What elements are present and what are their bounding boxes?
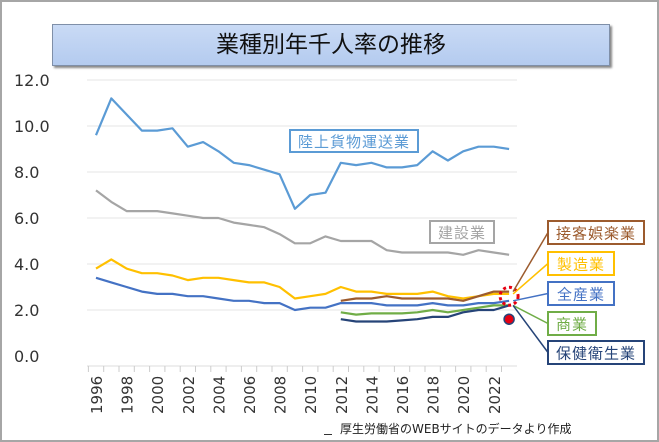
series-label: 建設業 bbox=[438, 224, 486, 242]
x-tick-label: 2002 bbox=[180, 376, 198, 414]
series-label-box bbox=[289, 129, 419, 153]
series-line-接客娯楽業 bbox=[340, 290, 510, 302]
x-tick-label: 2006 bbox=[241, 376, 259, 414]
y-tick-label: 10.0 bbox=[14, 117, 50, 136]
y-tick-label: 0.0 bbox=[14, 347, 39, 366]
x-tick-label: 1998 bbox=[119, 376, 137, 414]
series-label-box bbox=[429, 220, 495, 244]
x-tick-label: 2014 bbox=[363, 376, 381, 414]
leader-line bbox=[512, 304, 549, 325]
y-tick-label: 12.0 bbox=[14, 71, 50, 90]
series-line-陸上貨物運送業 bbox=[94, 97, 510, 210]
series-line-全産業 bbox=[95, 276, 510, 312]
series-label: 接客娯楽業 bbox=[556, 225, 636, 243]
highlight-dot bbox=[503, 313, 515, 325]
series-label-box bbox=[547, 251, 615, 276]
series-line-建設業 bbox=[95, 189, 510, 256]
chart-title: 業種別年千人率の推移 bbox=[52, 24, 610, 66]
x-tick-label: 2016 bbox=[394, 376, 412, 414]
source-note: 厚生労働省のWEBサイトのデータより作成 bbox=[340, 422, 572, 436]
series-line-保健衛生業 bbox=[340, 304, 510, 323]
x-tick-label: 2010 bbox=[302, 376, 320, 414]
series-label-box bbox=[547, 281, 615, 306]
series-label: 製造業 bbox=[557, 256, 605, 274]
series-label-box bbox=[547, 311, 597, 336]
series-label-box bbox=[547, 340, 645, 365]
leader-line bbox=[512, 262, 549, 295]
leader-line bbox=[512, 232, 549, 292]
series-line-商業 bbox=[340, 304, 510, 316]
x-tick-label: 2000 bbox=[149, 376, 167, 414]
series-label: 商業 bbox=[556, 316, 588, 334]
x-tick-label: 2018 bbox=[425, 376, 443, 414]
x-tick-label: 2020 bbox=[455, 376, 473, 414]
y-tick-label: 4.0 bbox=[14, 255, 39, 274]
x-tick-label: 2008 bbox=[272, 376, 290, 414]
underline-mark bbox=[324, 434, 332, 435]
x-tick-label: 2012 bbox=[333, 376, 351, 414]
x-tick-label: 2022 bbox=[486, 376, 504, 414]
series-label: 陸上貨物運送業 bbox=[298, 133, 410, 151]
series-label-box bbox=[547, 220, 645, 245]
x-tick-label: 2004 bbox=[210, 376, 228, 414]
y-tick-label: 8.0 bbox=[14, 163, 39, 182]
series-line-製造業 bbox=[95, 258, 510, 300]
x-tick-label: 1996 bbox=[88, 376, 106, 414]
series-label: 保健衛生業 bbox=[556, 345, 636, 363]
highlight-dashed-circle bbox=[498, 285, 520, 307]
leader-line bbox=[512, 292, 549, 302]
leader-line bbox=[512, 304, 549, 353]
y-tick-label: 6.0 bbox=[14, 209, 39, 228]
y-tick-label: 2.0 bbox=[14, 301, 39, 320]
series-label: 全産業 bbox=[557, 286, 605, 304]
